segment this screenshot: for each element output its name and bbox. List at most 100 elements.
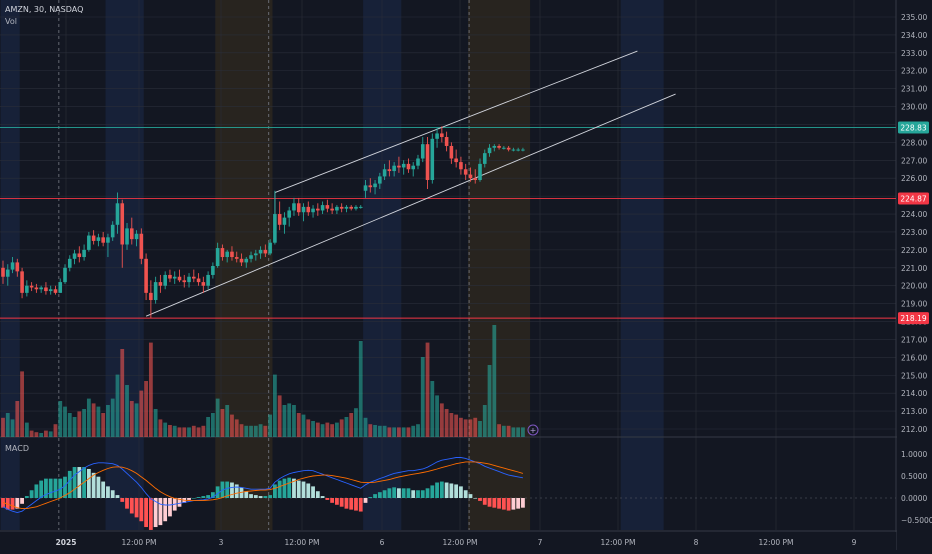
candle[interactable] — [77, 246, 82, 263]
candle[interactable] — [215, 242, 220, 268]
candle[interactable] — [44, 282, 48, 295]
candle[interactable] — [354, 205, 358, 211]
candle[interactable] — [5, 264, 10, 286]
candle[interactable] — [387, 160, 392, 177]
candle[interactable] — [182, 274, 187, 288]
candle[interactable] — [1, 260, 5, 284]
candle[interactable] — [168, 269, 172, 283]
candle[interactable] — [287, 206, 291, 227]
candle[interactable] — [444, 131, 449, 152]
candle[interactable] — [163, 271, 167, 290]
candle[interactable] — [101, 231, 105, 247]
candle[interactable] — [15, 258, 20, 277]
candle[interactable] — [497, 144, 501, 150]
candle[interactable] — [325, 199, 330, 213]
candle[interactable] — [158, 274, 163, 293]
candle[interactable] — [330, 203, 334, 215]
candle[interactable] — [392, 162, 396, 177]
candle[interactable] — [368, 178, 373, 193]
symbol-legend[interactable]: AMZN, 30, NASDAQ — [5, 5, 83, 14]
candle[interactable] — [34, 283, 39, 293]
candle[interactable] — [301, 203, 306, 222]
candle[interactable] — [411, 162, 416, 177]
candle[interactable] — [282, 212, 287, 234]
candle[interactable] — [249, 251, 253, 263]
candle[interactable] — [53, 285, 58, 295]
candle[interactable] — [363, 180, 368, 198]
candle[interactable] — [87, 231, 91, 252]
candle[interactable] — [268, 239, 272, 256]
candle[interactable] — [211, 262, 215, 279]
candle[interactable] — [230, 246, 234, 261]
candle[interactable] — [430, 133, 435, 184]
candle[interactable] — [192, 269, 196, 283]
candle[interactable] — [220, 244, 225, 261]
candle[interactable] — [187, 273, 191, 288]
candle[interactable] — [373, 180, 377, 195]
candle[interactable] — [468, 167, 473, 182]
candle[interactable] — [311, 205, 315, 218]
candle[interactable] — [316, 203, 320, 216]
candle[interactable] — [296, 197, 301, 216]
candle[interactable] — [39, 285, 43, 293]
candle[interactable] — [206, 271, 210, 290]
candle[interactable] — [201, 276, 206, 293]
signal-line[interactable] — [2, 461, 524, 510]
candle[interactable] — [25, 280, 29, 297]
candle[interactable] — [306, 201, 311, 216]
candle[interactable] — [521, 147, 525, 152]
channel-lower-line[interactable] — [145, 93, 676, 317]
candle[interactable] — [382, 163, 387, 181]
candle[interactable] — [397, 156, 401, 173]
candle[interactable] — [20, 267, 24, 299]
candle[interactable] — [106, 233, 110, 258]
candle[interactable] — [292, 197, 296, 216]
candle[interactable] — [401, 160, 406, 175]
candle[interactable] — [10, 257, 15, 274]
candle[interactable] — [72, 249, 77, 265]
candle[interactable] — [263, 244, 268, 258]
candle[interactable] — [487, 144, 492, 157]
candle[interactable] — [344, 205, 349, 213]
candle[interactable] — [478, 158, 482, 182]
candle[interactable] — [225, 249, 229, 263]
candle[interactable] — [473, 169, 478, 184]
candle[interactable] — [172, 271, 177, 284]
price-badge-resistance[interactable]: 228.83 — [898, 121, 929, 134]
add-indicator-button[interactable]: + — [527, 424, 539, 436]
candle[interactable] — [273, 190, 277, 245]
candle[interactable] — [96, 233, 101, 247]
candle[interactable] — [435, 128, 439, 148]
candle[interactable] — [463, 163, 468, 181]
candle[interactable] — [506, 145, 511, 152]
candle[interactable] — [440, 126, 444, 143]
candle[interactable] — [149, 280, 153, 318]
macd-legend[interactable]: MACD — [5, 444, 29, 453]
candle[interactable] — [320, 201, 325, 215]
candle[interactable] — [420, 137, 425, 163]
candle[interactable] — [378, 172, 382, 189]
candle[interactable] — [177, 269, 182, 283]
candle[interactable] — [91, 230, 96, 245]
candle[interactable] — [454, 149, 458, 168]
candle[interactable] — [511, 147, 516, 152]
candle[interactable] — [492, 144, 497, 152]
candle[interactable] — [277, 201, 282, 231]
candle[interactable] — [120, 199, 125, 268]
candle[interactable] — [125, 223, 129, 250]
candle[interactable] — [459, 156, 463, 175]
candle[interactable] — [449, 142, 454, 164]
candle[interactable] — [63, 264, 67, 284]
macd-line[interactable] — [2, 457, 523, 513]
candle[interactable] — [67, 255, 72, 272]
candle[interactable] — [82, 244, 86, 261]
candle[interactable] — [482, 149, 487, 168]
candle[interactable] — [234, 251, 239, 263]
candle[interactable] — [115, 192, 120, 234]
candle[interactable] — [425, 137, 430, 189]
candle[interactable] — [339, 203, 344, 213]
candle[interactable] — [244, 257, 249, 268]
candle[interactable] — [258, 246, 263, 259]
candle[interactable] — [29, 282, 34, 292]
